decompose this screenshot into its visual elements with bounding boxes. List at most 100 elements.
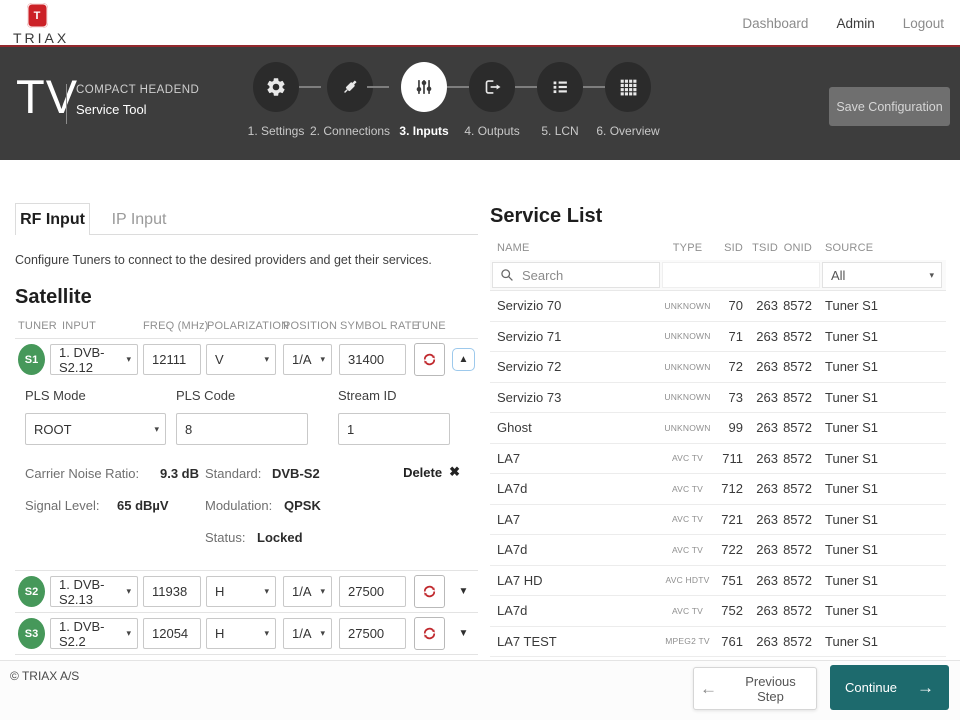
step-connections[interactable]: 2. Connections [310, 62, 390, 138]
service-row[interactable]: Servizio 73 UNKNOWN 73 263 8572 Tuner S1 [490, 383, 946, 413]
position-select[interactable]: 1/A ▾ [283, 576, 332, 607]
service-onid: 8572 [783, 603, 812, 619]
status-value: Locked [257, 530, 303, 545]
service-sid: 73 [728, 389, 743, 405]
frequency-input[interactable] [143, 344, 201, 375]
standard-label: Standard: [205, 466, 262, 481]
col-freq: FREQ (MHz) [143, 320, 209, 332]
polarization-select[interactable]: H ▾ [206, 618, 276, 649]
service-row[interactable]: LA7 TEST MPEG2 TV 761 263 8572 Tuner S1 [490, 627, 946, 657]
tab-ip-input[interactable]: IP Input [111, 211, 167, 228]
modulation-label: Modulation: [205, 498, 273, 513]
tune-refresh-button[interactable] [414, 343, 445, 376]
step-settings[interactable]: 1. Settings [242, 62, 321, 138]
input-tabs: RF Input IP Input [15, 203, 478, 235]
input-select[interactable]: 1. DVB-S2.12 ▾ [50, 344, 138, 375]
input-select[interactable]: 1. DVB-S2.2 ▾ [50, 618, 138, 649]
topbar: T TRIAX Dashboard Admin Logout [0, 0, 960, 46]
service-row[interactable]: LA7 AVC TV 721 263 8572 Tuner S1 [490, 505, 946, 535]
tv-logo: TV [16, 70, 79, 123]
symbol-rate-input[interactable] [339, 618, 406, 649]
chevron-down-icon: ▾ [126, 354, 131, 364]
standard-value: DVB-S2 [272, 466, 320, 481]
polarization-select[interactable]: H ▾ [206, 576, 276, 607]
polarization-value: H [215, 626, 225, 641]
service-row[interactable]: LA7d AVC TV 722 263 8572 Tuner S1 [490, 535, 946, 566]
polarization-select[interactable]: V ▾ [206, 344, 276, 375]
step-outputs[interactable]: 4. Outputs [458, 62, 538, 138]
logo-text: TRIAX [13, 30, 70, 46]
position-value: 1/A [292, 626, 312, 641]
chevron-down-icon: ▾ [264, 586, 269, 596]
service-onid: 8572 [783, 511, 812, 527]
service-type: AVC TV [671, 483, 704, 494]
signal-level-value: 65 dBµV [117, 498, 169, 513]
service-type: AVC TV [671, 544, 704, 555]
service-sid: 70 [728, 298, 743, 314]
continue-button[interactable]: Continue → [830, 665, 949, 710]
service-list-heading: Service List [490, 205, 603, 227]
frequency-input[interactable] [143, 618, 201, 649]
chevron-down-icon: ▾ [320, 586, 325, 596]
service-row[interactable]: Ghost UNKNOWN 99 263 8572 Tuner S1 [490, 413, 946, 444]
search-icon [501, 269, 513, 281]
service-tsid: 263 [756, 389, 778, 405]
service-row[interactable]: LA7 HD AVC HDTV 751 263 8572 Tuner S1 [490, 566, 946, 596]
service-source: Tuner S1 [825, 450, 878, 466]
search-input[interactable] [520, 266, 644, 284]
input-select[interactable]: 1. DVB-S2.13 ▾ [50, 576, 138, 607]
step-inputs[interactable]: 3. Inputs [390, 62, 470, 138]
stream-id-input[interactable] [338, 413, 450, 445]
service-search[interactable] [492, 262, 660, 288]
nav-admin[interactable]: Admin [836, 16, 875, 31]
tuner-badge: S1 [18, 344, 45, 375]
step-lcn[interactable]: 5. LCN [526, 62, 606, 138]
col-type: TYPE [672, 242, 703, 254]
service-onid: 8572 [783, 298, 812, 314]
position-select[interactable]: 1/A ▾ [283, 618, 332, 649]
triax-logo-icon: T [26, 3, 48, 28]
symbol-rate-input[interactable] [339, 344, 406, 375]
delete-tuner-button[interactable]: Delete ✖ [403, 464, 460, 480]
service-row[interactable]: Servizio 71 UNKNOWN 71 263 8572 Tuner S1 [490, 322, 946, 352]
pls-code-input[interactable] [176, 413, 308, 445]
service-source: Tuner S1 [825, 511, 878, 527]
tune-refresh-button[interactable] [414, 617, 445, 650]
expand-button[interactable]: ▼ [452, 580, 475, 603]
service-sid: 721 [721, 511, 743, 527]
logo-letter: T [33, 9, 41, 22]
position-select[interactable]: 1/A ▾ [283, 344, 332, 375]
service-tsid: 263 [756, 542, 778, 558]
service-row[interactable]: LA7d AVC TV 712 263 8572 Tuner S1 [490, 474, 946, 505]
chevron-down-icon: ▾ [154, 423, 159, 434]
expand-button[interactable]: ▼ [452, 622, 475, 645]
collapse-button[interactable]: ▲ [452, 348, 475, 371]
refresh-icon [423, 353, 436, 366]
service-row[interactable]: LA7 AVC TV 711 263 8572 Tuner S1 [490, 444, 946, 474]
cnr-label: Carrier Noise Ratio: [25, 466, 140, 481]
symbol-rate-input[interactable] [339, 576, 406, 607]
source-filter-select[interactable]: All ▾ [822, 262, 942, 288]
service-row[interactable]: Servizio 70 UNKNOWN 70 263 8572 Tuner S1 [490, 291, 946, 322]
tuner-row-s2: S2 1. DVB-S2.13 ▾ H ▾ 1/A ▾ ▼ [15, 570, 478, 612]
chevron-down-icon: ▾ [320, 628, 325, 638]
pls-mode-select[interactable]: ROOT ▾ [25, 413, 166, 445]
step-overview[interactable]: 6. Overview [594, 62, 662, 138]
nav-dashboard[interactable]: Dashboard [742, 16, 809, 31]
tab-rf-input[interactable]: RF Input [15, 203, 90, 235]
frequency-input[interactable] [143, 576, 201, 607]
nav-logout[interactable]: Logout [902, 16, 944, 31]
polarization-value: V [215, 352, 224, 367]
service-row[interactable]: Servizio 72 UNKNOWN 72 263 8572 Tuner S1 [490, 352, 946, 383]
rf-input-panel: RF Input IP Input Configure Tuners to co… [15, 203, 478, 655]
service-row[interactable]: LA7d AVC TV 752 263 8572 Tuner S1 [490, 596, 946, 627]
previous-step-button[interactable]: ← Previous Step [693, 667, 817, 710]
continue-label: Continue [845, 680, 898, 695]
save-configuration-button[interactable]: Save Configuration [829, 87, 950, 126]
service-filter-row: All ▾ [490, 260, 946, 291]
service-source: Tuner S1 [825, 389, 878, 405]
app-header: TV COMPACT HEADEND Service Tool 1. Setti… [0, 47, 960, 160]
tune-refresh-button[interactable] [414, 575, 445, 608]
service-type: UNKNOWN [664, 331, 711, 342]
tuner-badge: S2 [18, 576, 45, 607]
